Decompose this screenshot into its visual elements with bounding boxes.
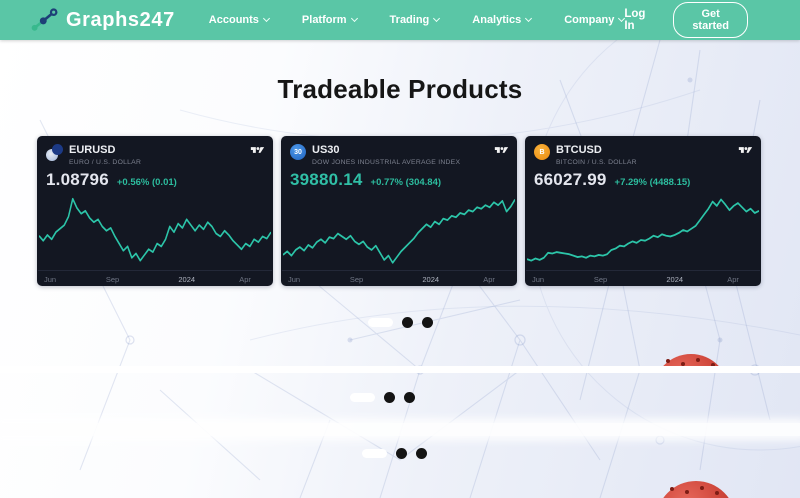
price-sparkline xyxy=(527,198,759,262)
red-sphere-decoration xyxy=(648,481,748,498)
sphere-spots xyxy=(670,487,674,491)
axis-label: 2024 xyxy=(422,275,440,284)
section-divider xyxy=(0,423,800,436)
price-row: 1.08796 +0.56% (0.01) xyxy=(37,166,273,190)
brand-chart-icon xyxy=(31,8,58,31)
axis-label: Jun xyxy=(532,275,545,284)
carousel-indicators xyxy=(350,392,415,403)
price-row: 66027.99 +7.29% (4488.15) xyxy=(525,166,761,190)
axis-label: Jun xyxy=(288,275,301,284)
tradeable-products-row: EURUSD EURO / U.S. DOLLAR 1.08796 +0.56%… xyxy=(37,136,761,286)
bitcoin-icon: B xyxy=(534,144,550,160)
carousel-dot[interactable] xyxy=(422,317,433,328)
carousel-dot[interactable] xyxy=(384,392,395,403)
carousel-indicators xyxy=(368,317,433,328)
symbol-change: +0.56% (0.01) xyxy=(116,176,177,188)
top-navbar: Graphs247 Accounts Platform Trading Anal… xyxy=(0,0,800,40)
axis-label: Sep xyxy=(105,275,120,284)
carousel-indicators xyxy=(362,448,427,459)
symbol-name: US30 xyxy=(312,144,340,156)
nav-company-label: Company xyxy=(564,14,615,26)
symbol-description: DOW JONES INDUSTRIAL AVERAGE INDEX xyxy=(312,158,461,166)
nav-trading[interactable]: Trading xyxy=(389,14,441,26)
symbol-price: 39880.14 xyxy=(290,169,363,189)
symbol-price: 1.08796 xyxy=(46,169,109,189)
symbol-change: +0.77% (304.84) xyxy=(370,176,442,188)
symbol-price: 66027.99 xyxy=(534,169,607,189)
chevron-down-icon xyxy=(433,14,441,23)
axis-label: Sep xyxy=(349,275,364,284)
card-header: EURUSD EURO / U.S. DOLLAR xyxy=(37,136,273,166)
card-header: 30 US30 DOW JONES INDUSTRIAL AVERAGE IND… xyxy=(281,136,517,166)
nav-analytics[interactable]: Analytics xyxy=(472,14,533,26)
axis-label: Apr xyxy=(727,275,739,284)
symbol-card-eurusd[interactable]: EURUSD EURO / U.S. DOLLAR 1.08796 +0.56%… xyxy=(37,136,273,286)
symbol-card-us30[interactable]: 30 US30 DOW JONES INDUSTRIAL AVERAGE IND… xyxy=(281,136,517,286)
carousel-active-indicator[interactable] xyxy=(368,318,393,327)
carousel-dot[interactable] xyxy=(404,392,415,403)
login-link[interactable]: Log In xyxy=(624,8,646,32)
axis-label: Sep xyxy=(593,275,608,284)
page-title: Tradeable Products xyxy=(277,74,523,104)
chart-time-axis: Jun Sep 2024 Apr xyxy=(282,270,516,286)
symbol-description: BITCOIN / U.S. DOLLAR xyxy=(556,158,637,166)
carousel-dot[interactable] xyxy=(402,317,413,328)
axis-label: 2024 xyxy=(178,275,196,284)
tradingview-logo-icon[interactable] xyxy=(494,145,509,155)
chevron-down-icon xyxy=(525,14,533,23)
price-row: 39880.14 +0.77% (304.84) xyxy=(281,166,517,190)
nav-company[interactable]: Company xyxy=(564,14,626,26)
axis-label: Apr xyxy=(239,275,251,284)
nav-accounts-label: Accounts xyxy=(208,14,259,26)
carousel-active-indicator[interactable] xyxy=(350,393,375,402)
brand-logo[interactable]: Graphs247 xyxy=(30,7,175,33)
nav-menu: Accounts Platform Trading Analytics Comp… xyxy=(208,14,626,26)
red-sphere-decoration xyxy=(648,338,748,366)
chart-time-axis: Jun Sep 2024 Apr xyxy=(38,270,272,286)
carousel-dot[interactable] xyxy=(416,448,427,459)
axis-label: 2024 xyxy=(666,275,684,284)
chevron-down-icon xyxy=(350,14,358,23)
price-sparkline xyxy=(283,198,515,264)
section-divider xyxy=(0,366,800,373)
nav-platform[interactable]: Platform xyxy=(301,14,358,26)
tradingview-logo-icon[interactable] xyxy=(250,145,265,155)
chevron-down-icon xyxy=(262,14,270,23)
get-started-button[interactable]: Get started xyxy=(673,2,748,38)
symbol-name: BTCUSD xyxy=(556,144,602,156)
symbol-change: +7.29% (4488.15) xyxy=(614,176,691,188)
symbol-name: EURUSD xyxy=(69,144,116,156)
card-header: B BTCUSD BITCOIN / U.S. DOLLAR xyxy=(525,136,761,166)
eurusd-pair-icon xyxy=(46,144,63,161)
symbol-description: EURO / U.S. DOLLAR xyxy=(69,158,142,166)
us30-icon: 30 xyxy=(290,144,306,160)
sphere-spots xyxy=(666,359,670,363)
axis-label: Apr xyxy=(483,275,495,284)
chart-time-axis: Jun Sep 2024 Apr xyxy=(526,270,760,286)
symbol-card-btcusd[interactable]: B BTCUSD BITCOIN / U.S. DOLLAR 66027.99 … xyxy=(525,136,761,286)
price-sparkline xyxy=(39,197,271,262)
nav-accounts[interactable]: Accounts xyxy=(208,14,270,26)
nav-platform-label: Platform xyxy=(301,14,347,26)
brand-name: Graphs247 xyxy=(66,8,175,31)
nav-analytics-label: Analytics xyxy=(472,14,522,26)
axis-label: Jun xyxy=(44,275,57,284)
carousel-active-indicator[interactable] xyxy=(362,449,387,458)
carousel-dot[interactable] xyxy=(396,448,407,459)
tradingview-logo-icon[interactable] xyxy=(738,145,753,155)
nav-trading-label: Trading xyxy=(389,14,430,26)
